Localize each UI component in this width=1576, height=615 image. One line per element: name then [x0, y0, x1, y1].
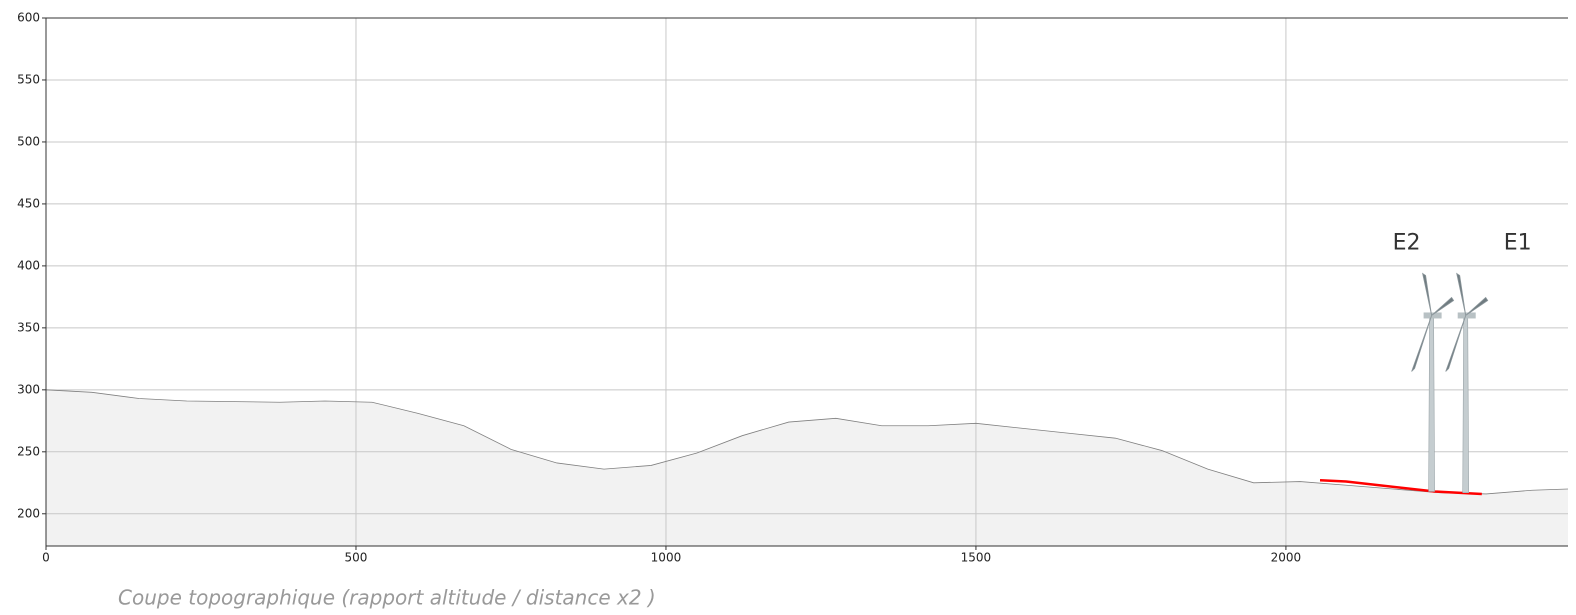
turbine-nacelle [1457, 312, 1476, 319]
y-tick-label: 250 [17, 444, 40, 458]
y-tick-label: 550 [17, 72, 40, 86]
turbine-nacelle [1423, 312, 1442, 319]
turbine-label: E2 [1393, 230, 1421, 255]
y-tick-label: 600 [17, 11, 40, 25]
turbine-label: E1 [1504, 230, 1532, 255]
caption: Coupe topographique (rapport altitude / … [118, 586, 656, 610]
y-tick-label: 350 [17, 320, 40, 334]
turbine-blades [1445, 272, 1489, 372]
turbine-blades [1411, 272, 1455, 372]
turbine-tower [1428, 315, 1435, 492]
y-tick-label: 200 [17, 506, 40, 520]
highlight-line [1319, 479, 1482, 496]
y-tick-label: 450 [17, 196, 40, 210]
y-tick-label: 500 [17, 134, 40, 148]
turbine-tower [1462, 315, 1470, 494]
x-tick-label: 1500 [961, 551, 992, 565]
x-tick-label: 2000 [1271, 551, 1302, 565]
y-tick-label: 400 [17, 258, 40, 272]
x-tick-label: 500 [345, 551, 368, 565]
y-tick-label: 300 [17, 382, 40, 396]
terrain-fill [46, 389, 1568, 546]
x-tick-label: 0 [42, 551, 50, 565]
x-tick-label: 1000 [651, 551, 682, 565]
terrain-line [45, 389, 1569, 495]
